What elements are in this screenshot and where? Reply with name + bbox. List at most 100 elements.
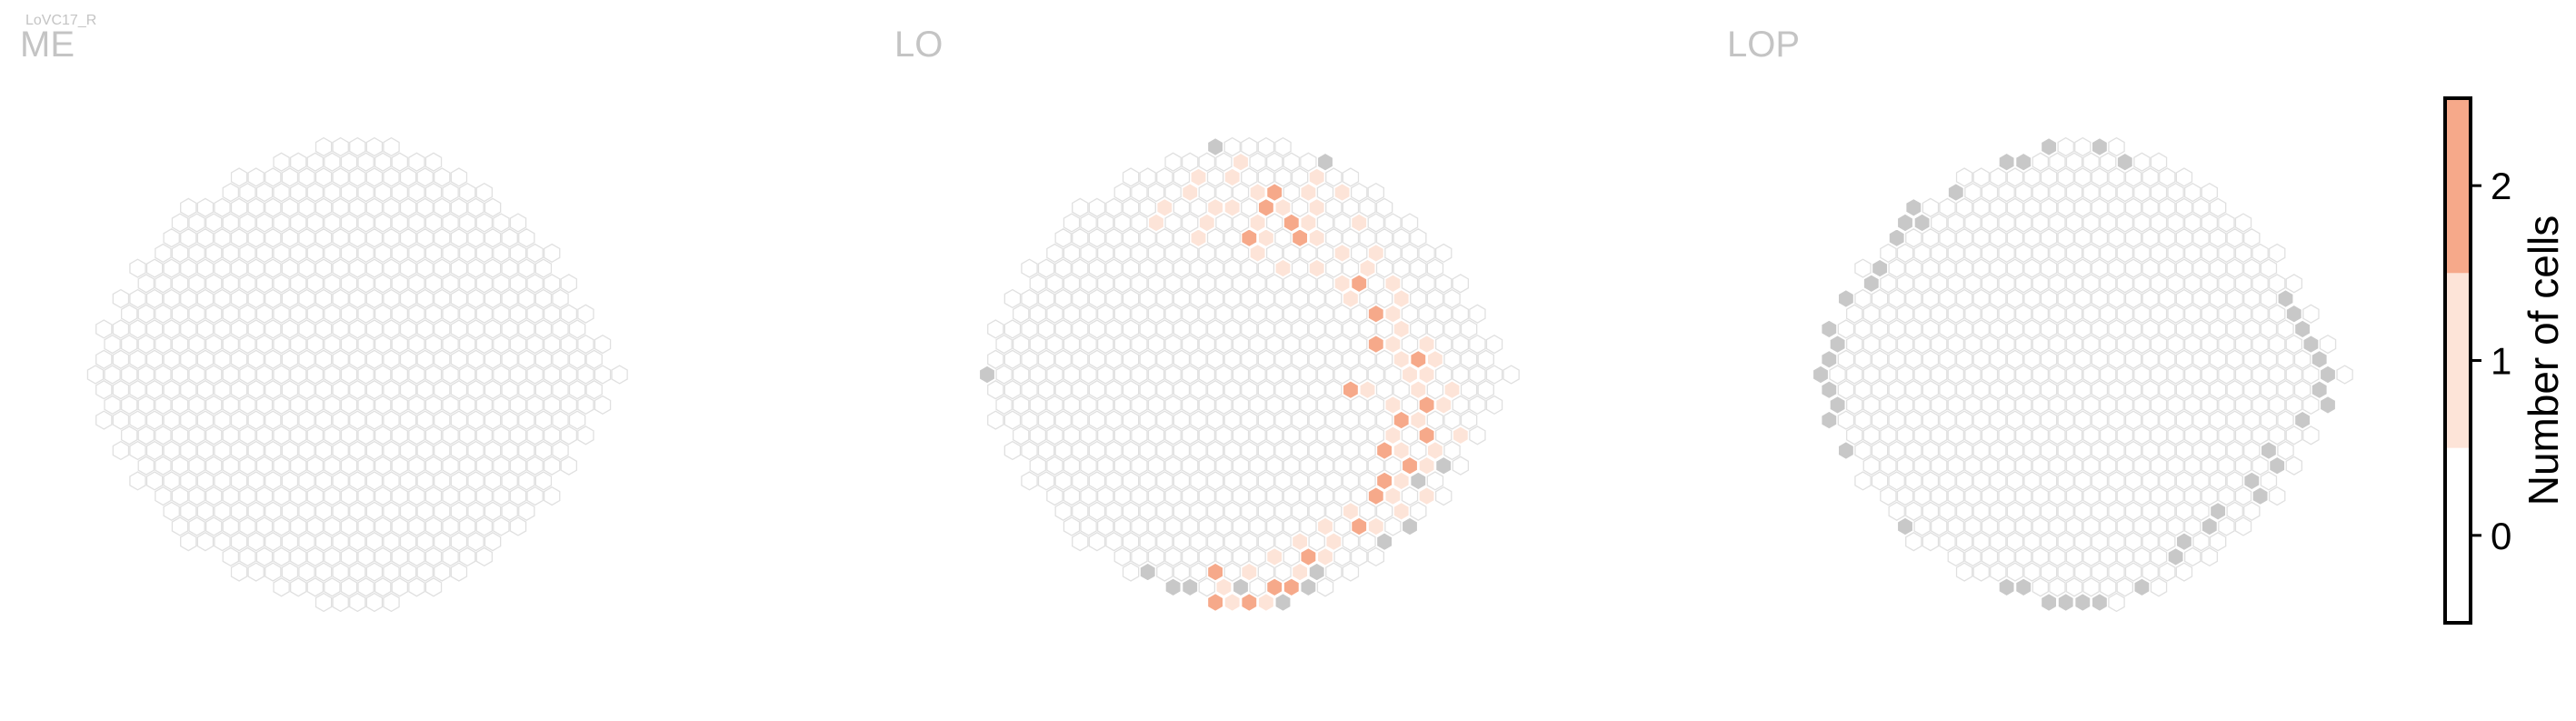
hex-column: [2040, 228, 2058, 248]
hex-column: [255, 486, 274, 506]
hex-column: [1181, 365, 1199, 385]
hex-column: [534, 440, 553, 461]
hex-column: [1333, 516, 1351, 536]
hex-column: [2091, 380, 2109, 400]
hex-column: [383, 562, 400, 582]
hex-column: [2082, 152, 2100, 172]
hex-column: [1037, 471, 1055, 491]
hex-column: [518, 440, 535, 461]
hex-column: [2049, 426, 2066, 446]
hex-column: [1223, 501, 1241, 521]
hex-column: [1063, 213, 1081, 233]
hex-column: [987, 349, 1004, 369]
hex-column: [222, 182, 240, 203]
hex-column: [484, 501, 502, 521]
hex-column: [1972, 410, 1990, 430]
hex-column: [1265, 334, 1283, 355]
hex-column: [1888, 319, 1905, 339]
hex-column-inactive: [1812, 365, 1830, 385]
hex-column: [1274, 349, 1292, 369]
hex-column: [1990, 197, 2007, 217]
hex-column: [1156, 319, 1173, 339]
hex-column: [534, 471, 553, 491]
hex-column: [2159, 471, 2176, 491]
hex-column: [1325, 562, 1343, 582]
hex-column: [2133, 152, 2151, 172]
hex-column-count-1: [1316, 546, 1334, 567]
hex-column: [1845, 334, 1863, 355]
hex-column: [349, 471, 366, 491]
hex-column: [145, 440, 164, 461]
hex-column: [2133, 456, 2151, 476]
hex-column: [1888, 440, 1905, 461]
hex-column: [1981, 213, 1999, 233]
hex-column: [188, 516, 205, 536]
hex-column: [1131, 274, 1148, 294]
hex-column: [2108, 592, 2125, 613]
hex-column: [2124, 197, 2142, 217]
hex-column-count-2: [1342, 380, 1360, 400]
hex-column: [509, 426, 527, 446]
hex-column: [222, 516, 240, 536]
hex-column: [2209, 471, 2227, 491]
hex-column: [475, 213, 494, 233]
hex-column: [1418, 274, 1435, 294]
hex-column: [1880, 486, 1897, 506]
hex-column: [1139, 319, 1156, 339]
hex-column: [365, 532, 384, 552]
hex-column: [1088, 532, 1106, 552]
hex-column: [205, 274, 223, 294]
hex-column: [324, 546, 341, 567]
hex-column: [1206, 167, 1224, 187]
hex-column: [145, 319, 164, 339]
hex-column: [2201, 456, 2219, 476]
hex-column: [281, 349, 299, 369]
hex-column: [1274, 136, 1292, 157]
hex-column: [1054, 501, 1072, 521]
hex-grid: [86, 136, 628, 613]
hex-column: [1316, 243, 1334, 264]
hex-column: [2040, 471, 2058, 491]
hex-column-inactive: [1829, 334, 1846, 355]
hex-column: [1105, 258, 1123, 278]
hex-column: [1088, 380, 1106, 400]
hex-column: [1257, 532, 1275, 552]
hex-column: [467, 258, 484, 278]
hex-column: [1131, 486, 1148, 506]
hex-column: [2074, 532, 2092, 552]
hex-column: [1223, 410, 1241, 430]
hex-column-inactive: [1401, 516, 1419, 536]
hex-column: [1206, 471, 1224, 491]
hex-column: [2023, 319, 2041, 339]
hex-column: [349, 440, 366, 461]
hex-column: [391, 182, 409, 203]
hex-column: [399, 288, 417, 309]
hex-column: [1046, 486, 1063, 506]
hex-column: [2006, 228, 2024, 248]
hex-column: [1088, 258, 1106, 278]
hex-column: [2226, 501, 2243, 521]
hex-column: [340, 577, 358, 597]
hex-column: [1096, 516, 1114, 536]
hex-column: [501, 440, 518, 461]
hex-column: [543, 426, 561, 446]
hex-column: [2183, 546, 2202, 567]
hex-column: [1990, 440, 2007, 461]
hex-column: [1283, 304, 1301, 324]
hex-column: [458, 486, 476, 506]
hex-column: [1088, 288, 1106, 309]
hex-column: [145, 349, 164, 369]
hex-column: [1401, 486, 1419, 506]
hex-column: [467, 471, 484, 491]
hex-column: [1972, 501, 1990, 521]
hex-column: [424, 152, 443, 172]
hex-column: [2150, 365, 2168, 385]
hex-column: [484, 532, 502, 552]
hex-column: [2150, 152, 2168, 172]
hex-column: [424, 577, 443, 597]
hex-column: [188, 213, 205, 233]
hex-column: [1308, 501, 1325, 521]
hex-column: [374, 577, 392, 597]
hex-column: [1922, 319, 1940, 339]
hex-column: [2243, 288, 2261, 309]
